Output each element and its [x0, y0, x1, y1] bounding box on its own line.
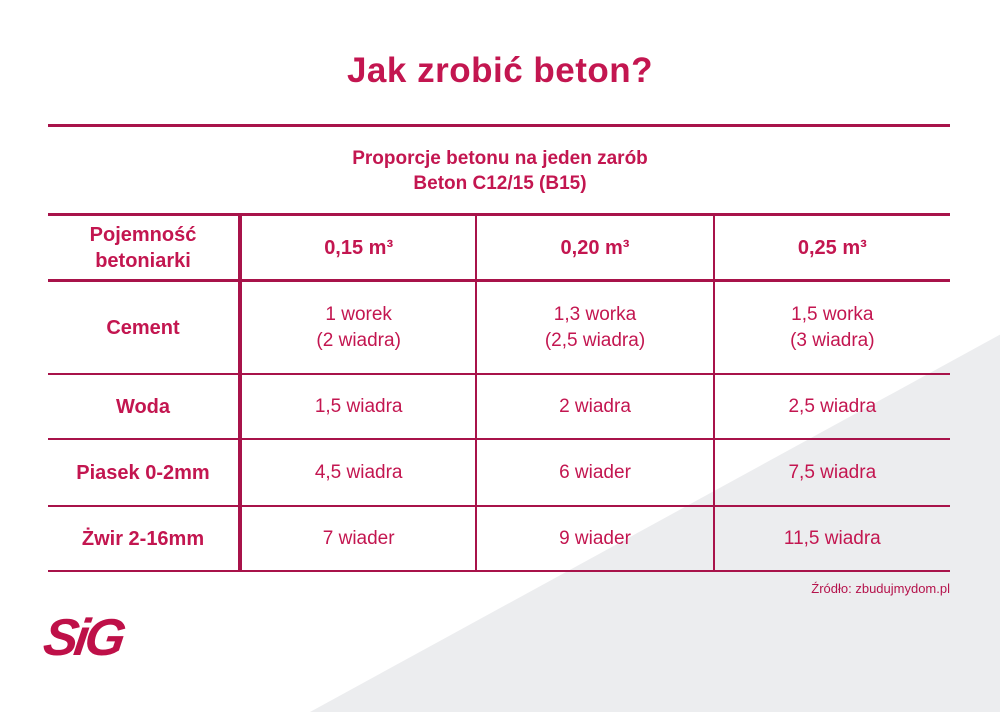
value-cell: 1,5 worka (3 wiadra) — [712, 282, 950, 375]
column-header-020: 0,20 m³ — [475, 213, 713, 282]
page-title: Jak zrobić beton? — [346, 51, 654, 90]
value-cell: 7,5 wiadra — [712, 440, 950, 507]
row-label-piasek: Piasek 0-2mm — [48, 440, 238, 507]
value-cell: 4,5 wiadra — [238, 440, 476, 507]
subtitle: Proporcje betonu na jeden zarób Beton C1… — [352, 148, 648, 194]
source-note: Źródło: zbudujmydom.pl — [811, 581, 950, 596]
value-cell: 1,5 wiadra — [238, 375, 476, 440]
column-header-025: 0,25 m³ — [712, 213, 950, 282]
proportions-table: Pojemność betoniarki 0,15 m³ 0,20 m³ 0,2… — [48, 213, 950, 572]
title-divider — [48, 124, 950, 127]
value-cell: 1,3 worka (2,5 wiadra) — [475, 282, 713, 375]
row-label-zwir: Żwir 2-16mm — [48, 507, 238, 572]
value-cell: 7 wiader — [238, 507, 476, 572]
value-cell: 9 wiader — [475, 507, 713, 572]
header-cell-capacity: Pojemność betoniarki — [48, 213, 238, 282]
sig-logo: SiG — [39, 609, 126, 667]
value-cell: 2,5 wiadra — [712, 375, 950, 440]
value-cell: 11,5 wiadra — [712, 507, 950, 572]
value-cell: 6 wiader — [475, 440, 713, 507]
column-header-015: 0,15 m³ — [238, 213, 476, 282]
value-cell: 2 wiadra — [475, 375, 713, 440]
row-label-woda: Woda — [48, 375, 238, 440]
value-cell: 1 worek (2 wiadra) — [238, 282, 476, 375]
row-label-cement: Cement — [48, 282, 238, 375]
